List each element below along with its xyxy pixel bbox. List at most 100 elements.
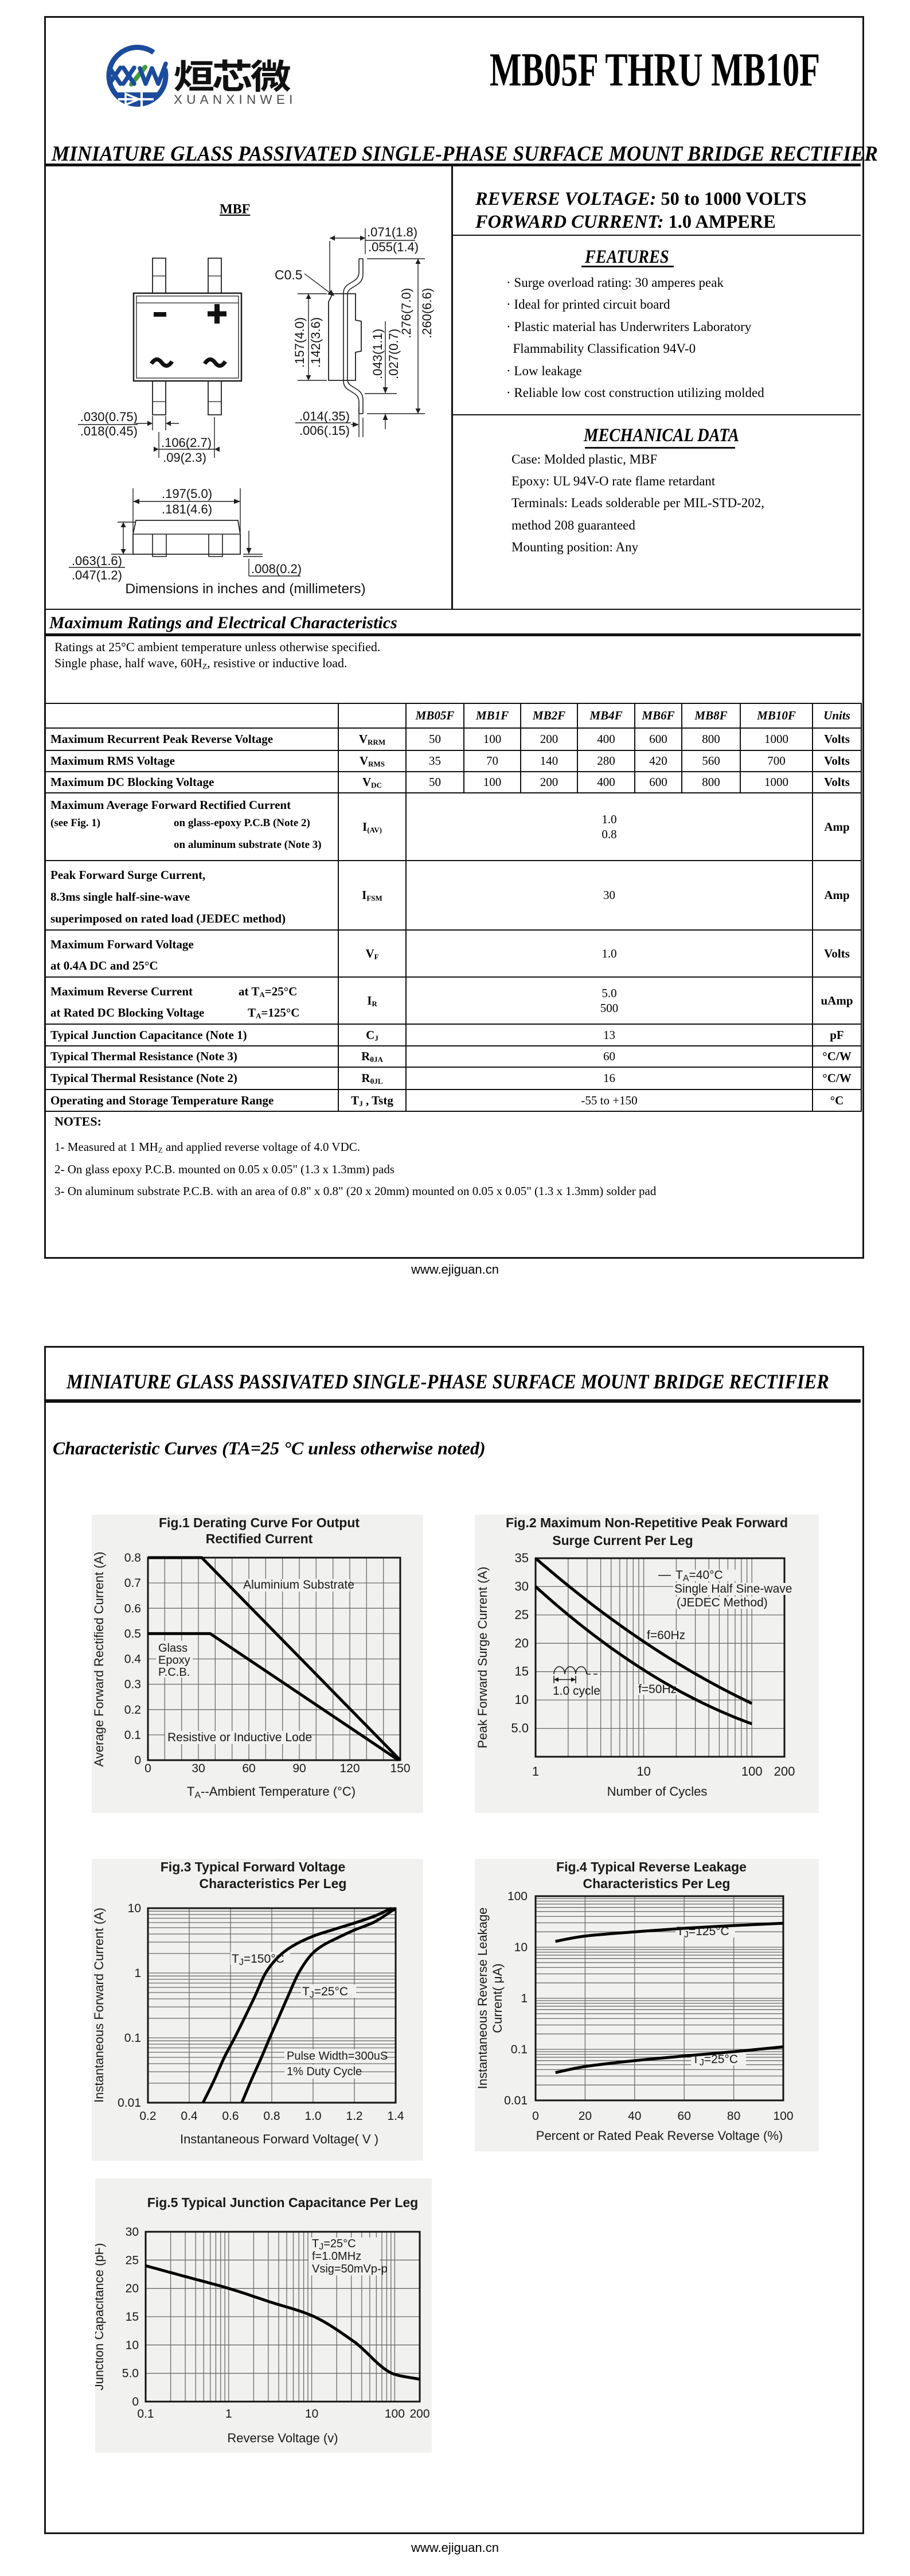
svg-text:Instantaneous Forward Current: Instantaneous Forward Current (A) [92, 1908, 106, 2103]
svg-text:.197(5.0): .197(5.0) [162, 487, 212, 501]
svg-text:0: 0 [132, 2395, 139, 2408]
svg-text:Current( μA): Current( μA) [490, 1963, 505, 2033]
svg-text:25: 25 [126, 2254, 139, 2267]
svg-text:.043(1.1): .043(1.1) [370, 329, 385, 379]
svg-text:10: 10 [636, 1764, 650, 1779]
svg-text:1: 1 [532, 1764, 539, 1779]
svg-text:0.4: 0.4 [124, 1653, 142, 1666]
svg-text:.014(.35): .014(.35) [299, 409, 350, 423]
svg-text:0.1: 0.1 [124, 1729, 141, 1742]
svg-text:90: 90 [292, 1762, 306, 1775]
svg-text:0.8: 0.8 [263, 2110, 280, 2123]
svg-text:0.6: 0.6 [222, 2110, 239, 2123]
svg-text:35: 35 [515, 1551, 529, 1565]
svg-text:.260(6.6): .260(6.6) [420, 288, 434, 338]
svg-text:0.01: 0.01 [118, 2096, 141, 2110]
svg-text:Fig.3 Typical Forward Voltage: Fig.3 Typical Forward Voltage [161, 1859, 345, 1874]
svg-text:.030(0.75): .030(0.75) [80, 410, 138, 424]
svg-text:10: 10 [305, 2407, 318, 2421]
svg-text:Dimensions in inches and (mill: Dimensions in inches and (millimeters) [125, 581, 365, 597]
svg-text:.047(1.2): .047(1.2) [72, 568, 122, 582]
svg-text:10: 10 [515, 1692, 529, 1707]
svg-text:.142(3.6): .142(3.6) [308, 317, 323, 368]
svg-text:150: 150 [390, 1762, 410, 1775]
svg-text:.157(4.0): .157(4.0) [292, 317, 307, 368]
svg-text:20: 20 [515, 1636, 529, 1650]
svg-text:0.2: 0.2 [139, 2110, 156, 2123]
svg-text:1% Duty Cycle: 1% Duty Cycle [287, 2065, 362, 2078]
svg-text:100: 100 [741, 1764, 763, 1779]
svg-text:120: 120 [339, 1762, 360, 1775]
svg-text:Junction Capacitance (pF): Junction Capacitance (pF) [95, 2243, 106, 2391]
svg-text:TJ=25°C: TJ=25°C [692, 2053, 738, 2068]
svg-text:.006(.15): .006(.15) [299, 423, 350, 438]
svg-text:Fig.5 Typical Junction Capacit: Fig.5 Typical Junction Capacitance Per L… [147, 2195, 418, 2210]
svg-text:20: 20 [126, 2282, 139, 2295]
svg-text:Characteristics Per Leg: Characteristics Per Leg [200, 1876, 347, 1891]
svg-text:.063(1.6): .063(1.6) [72, 554, 122, 568]
svg-text:100: 100 [773, 2110, 793, 2123]
svg-text:Vsig=50mVp-p: Vsig=50mVp-p [312, 2263, 388, 2275]
svg-text:Rectified Current: Rectified Current [206, 1531, 313, 1546]
svg-text:5.0: 5.0 [511, 1721, 529, 1736]
svg-text:0.7: 0.7 [124, 1577, 141, 1590]
svg-text:Pulse Width=300uS: Pulse Width=300uS [287, 2050, 388, 2063]
svg-text:(JEDEC Method): (JEDEC Method) [677, 1596, 768, 1609]
svg-text:0: 0 [532, 2110, 539, 2123]
svg-text:200: 200 [774, 1764, 795, 1779]
svg-text:.027(0.7): .027(0.7) [386, 329, 401, 379]
svg-text:Resistive or Inductive Lode: Resistive or Inductive Lode [167, 1731, 312, 1744]
svg-text:0.01: 0.01 [504, 2094, 528, 2107]
svg-text:60: 60 [242, 1762, 255, 1775]
svg-text:10: 10 [126, 2338, 139, 2352]
svg-text:100: 100 [507, 1890, 528, 1903]
svg-text:.018(0.45): .018(0.45) [80, 424, 138, 438]
svg-text:10: 10 [514, 1941, 528, 1954]
svg-text:Single Half Sine-wave: Single Half Sine-wave [674, 1582, 792, 1596]
svg-text:Instantaneous Forward Voltage(: Instantaneous Forward Voltage( V ) [180, 2132, 378, 2146]
svg-text:TJ=25°C: TJ=25°C [302, 1985, 348, 2000]
svg-text:100: 100 [385, 2407, 405, 2421]
svg-text:P.C.B.: P.C.B. [158, 1666, 190, 1679]
svg-text:60: 60 [678, 2110, 691, 2123]
svg-text:TJ=25°C: TJ=25°C [312, 2238, 356, 2252]
svg-text:0.4: 0.4 [181, 2110, 198, 2123]
svg-text:10: 10 [128, 1902, 141, 1915]
svg-text:Epoxy: Epoxy [158, 1654, 190, 1667]
svg-text:Fig.2 Maximum Non-Repetitive: Fig.2 Maximum Non-Repetitive Peak Forwar… [506, 1515, 788, 1530]
svg-text:0.1: 0.1 [137, 2407, 154, 2421]
svg-text:Fig.4 Typical Reverse Leakage: Fig.4 Typical Reverse Leakage [556, 1859, 747, 1874]
svg-text:20: 20 [579, 2110, 592, 2123]
svg-text:5.0: 5.0 [122, 2367, 139, 2380]
svg-text:Instantaneous Reverse Leakage: Instantaneous Reverse Leakage [475, 1908, 490, 2089]
svg-text:1: 1 [134, 1967, 141, 1980]
svg-text:1.0: 1.0 [304, 2110, 321, 2123]
svg-text:Fig.1 Derating Curve For Outpu: Fig.1 Derating Curve For Output [159, 1515, 360, 1530]
svg-text:.09(2.3): .09(2.3) [163, 450, 206, 465]
svg-text:1.4: 1.4 [387, 2110, 404, 2123]
svg-text:0.1: 0.1 [124, 2032, 141, 2045]
svg-text:30: 30 [192, 1762, 205, 1775]
svg-text:.055(1.4): .055(1.4) [368, 240, 419, 254]
svg-text:f=50Hz: f=50Hz [638, 1683, 677, 1696]
svg-text:Reverse Voltage (v): Reverse Voltage (v) [227, 2431, 338, 2445]
svg-text:25: 25 [515, 1608, 529, 1622]
svg-text:30: 30 [126, 2225, 139, 2239]
svg-text:Peak Forward Surge Current (A): Peak Forward Surge Current (A) [475, 1567, 490, 1749]
svg-text:0.1: 0.1 [511, 2043, 528, 2056]
svg-text:f=1.0MHz: f=1.0MHz [312, 2250, 361, 2263]
svg-text:.071(1.8): .071(1.8) [367, 225, 417, 239]
svg-text:f=60Hz: f=60Hz [647, 1629, 685, 1642]
svg-text:.008(0.2): .008(0.2) [251, 562, 302, 576]
svg-text:1.2: 1.2 [346, 2110, 362, 2123]
svg-text:Percent or Rated Peak Reverse: Percent or Rated Peak Reverse Voltage (%… [536, 2128, 783, 2143]
svg-text:0.2: 0.2 [124, 1703, 141, 1717]
svg-text:.276(7.0): .276(7.0) [399, 288, 413, 338]
svg-text:0: 0 [144, 1762, 151, 1775]
svg-text:.181(4.6): .181(4.6) [162, 502, 212, 516]
svg-text:Glass: Glass [158, 1642, 188, 1655]
svg-text:30: 30 [515, 1579, 529, 1593]
svg-text:0.3: 0.3 [124, 1678, 141, 1691]
svg-text:15: 15 [515, 1664, 529, 1679]
svg-text:200: 200 [409, 2407, 429, 2421]
